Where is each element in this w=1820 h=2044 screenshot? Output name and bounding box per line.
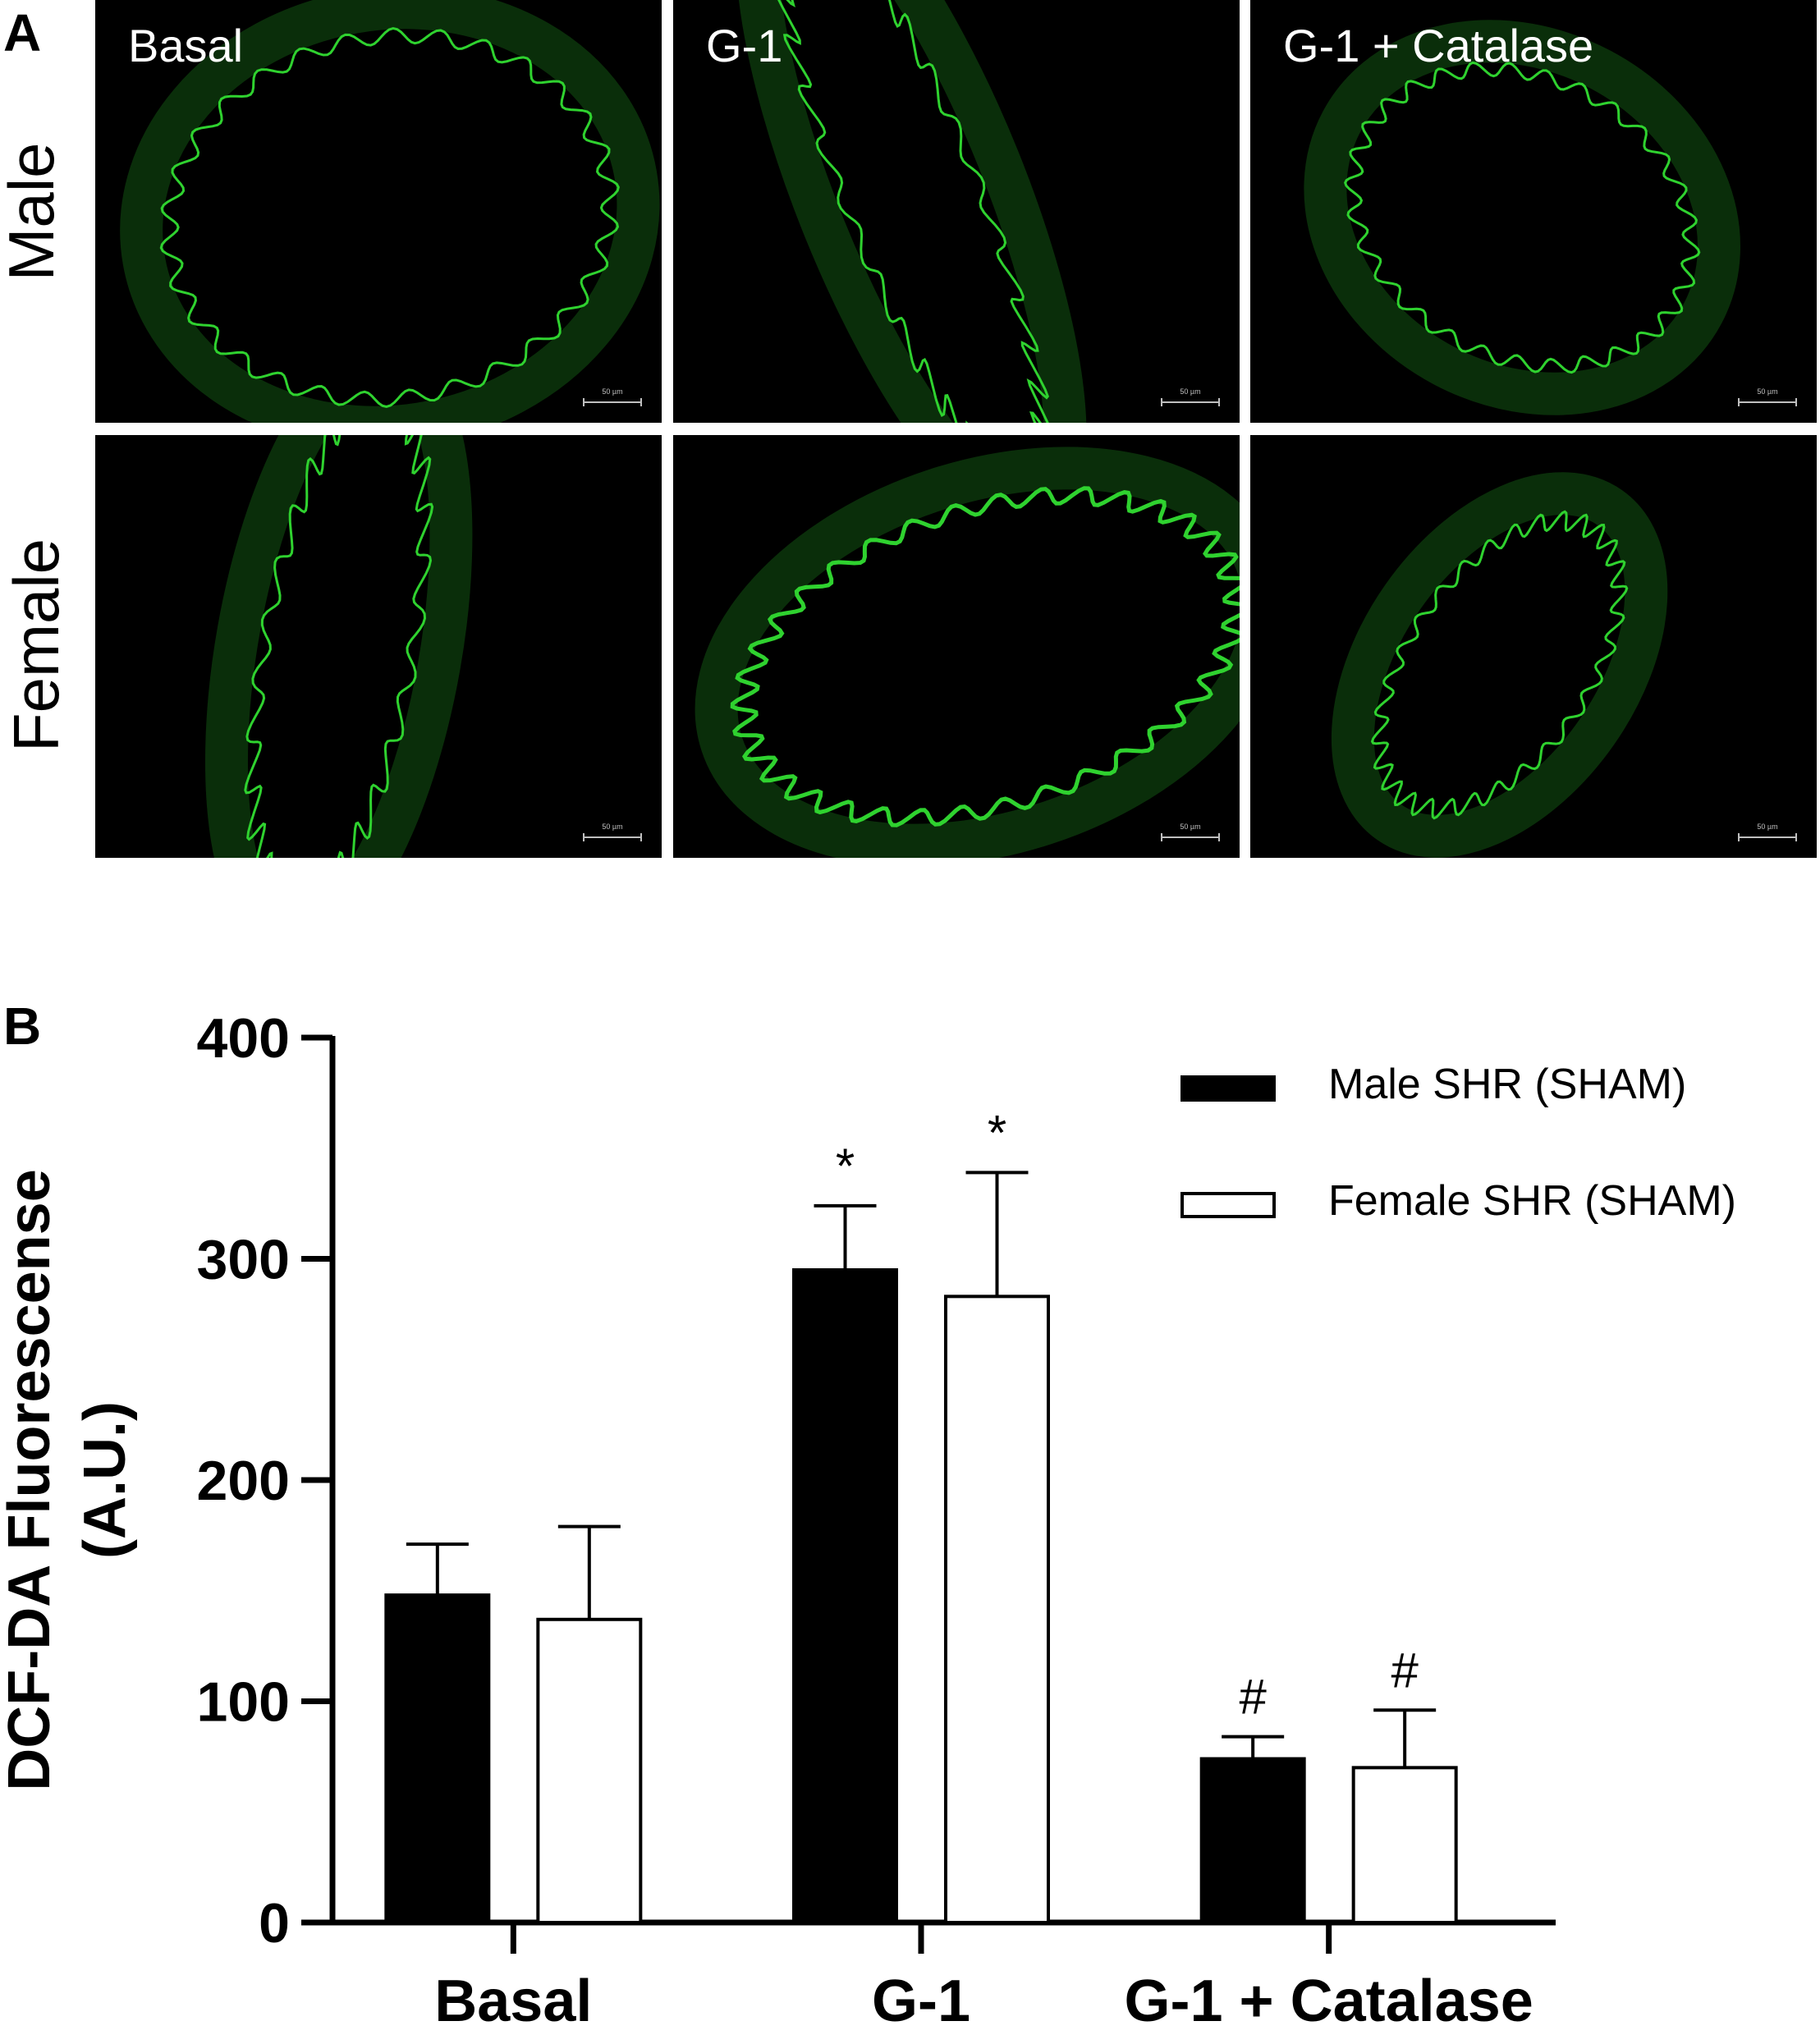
scale-bar: 50 µm [1161, 388, 1220, 406]
vessel-wall [1331, 472, 1668, 858]
scale-bar-label: 50 µm [602, 823, 623, 831]
x-tick-label: Basal [434, 1968, 592, 2034]
scale-bar: 50 µm [1161, 823, 1220, 841]
micrograph-male-3: G-1 + Catalase 50 µm [1250, 0, 1817, 423]
scale-bar: 50 µm [1738, 823, 1797, 841]
row-label-male: Male [0, 142, 67, 282]
bar [1351, 1766, 1458, 1924]
y-axis-label: DCF-DA Fluorescense (A.U.) [0, 1169, 138, 1790]
y-tick-label: 300 [197, 1229, 290, 1291]
x-tick-label: G-1 + Catalase [1125, 1968, 1533, 2034]
elastic-lamina [1344, 61, 1701, 374]
y-axis-label-line: (A.U.) [72, 1401, 138, 1559]
vessel-wall [1304, 20, 1741, 415]
column-label: G-1 + Catalase [1283, 20, 1594, 71]
micrograph-female-2: 50 µm [673, 435, 1240, 858]
column-label: Basal [128, 20, 244, 71]
elastic-lamina [730, 486, 1240, 827]
y-tick-label: 200 [197, 1450, 290, 1512]
scale-bar-label: 50 µm [1180, 823, 1201, 831]
bar [1199, 1757, 1306, 1924]
micrograph-female-3: 50 µm [1250, 435, 1817, 858]
significance-marker: * [836, 1139, 855, 1194]
scale-bar-label: 50 µm [1757, 823, 1778, 831]
legend-label: Male SHR (SHAM) [1328, 1061, 1686, 1108]
y-tick-label: 0 [259, 1892, 290, 1955]
vessel-wall [736, 0, 1087, 423]
scale-bar-label: 50 µm [1180, 387, 1201, 396]
significance-marker: # [1391, 1643, 1419, 1698]
column-label: G-1 [706, 20, 783, 71]
vessel-cross-section [695, 447, 1240, 858]
x-tick-label: G-1 [872, 1968, 970, 2034]
scale-bar: 50 µm [583, 823, 642, 841]
scale-bar: 50 µm [583, 388, 642, 406]
row-label-female: Female [0, 538, 72, 753]
y-axis-label-line: DCF-DA Fluorescense [0, 1169, 62, 1790]
significance-marker: # [1239, 1670, 1267, 1725]
legend-swatch [1180, 1075, 1276, 1102]
vessel-wall [695, 447, 1240, 858]
vessel-cross-section [204, 435, 473, 858]
y-tick-label: 400 [197, 1007, 290, 1070]
vessel-cross-section [1331, 472, 1668, 858]
y-tick-label: 100 [197, 1671, 290, 1734]
legend-swatch [1180, 1192, 1276, 1218]
elastic-lamina [159, 27, 620, 408]
elastic-lamina [244, 435, 434, 858]
panel-b-letter: B [3, 997, 42, 1056]
micrograph-female-1: 50 µm [95, 435, 662, 858]
scale-bar-label: 50 µm [1757, 387, 1778, 396]
significance-marker: * [988, 1105, 1006, 1160]
vessel-wall [120, 0, 660, 423]
legend-label: Female SHR (SHAM) [1328, 1177, 1736, 1225]
bar [536, 1617, 643, 1924]
vessel-cross-section [736, 0, 1087, 423]
scale-bar-label: 50 µm [602, 387, 623, 396]
bar [792, 1267, 898, 1925]
micrograph-male-1: Basal 50 µm [95, 0, 662, 423]
elastic-lamina [766, 0, 1057, 423]
scale-bar: 50 µm [1738, 388, 1797, 406]
bar-chart: 0 100 200 300 400 DCF-DA Fluorescense (A.U.) Ba… [0, 1007, 1736, 2034]
micrograph-male-2: G-1 50 µm [673, 0, 1240, 423]
vessel-cross-section [120, 0, 660, 423]
elastic-lamina [1370, 510, 1629, 820]
vessel-cross-section [1304, 20, 1741, 415]
bar [944, 1295, 1050, 1924]
vessel-wall [204, 435, 473, 858]
panel-a-letter: A [3, 3, 42, 62]
bar [384, 1593, 491, 1924]
